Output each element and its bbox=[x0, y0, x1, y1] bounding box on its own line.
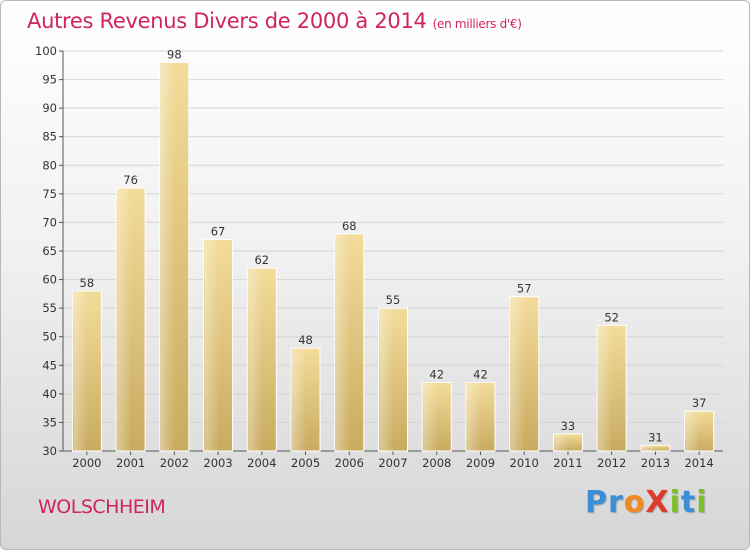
logo-letter: i bbox=[696, 485, 708, 520]
x-tick-label-2009: 2009 bbox=[466, 456, 495, 470]
y-tick-label: 30 bbox=[42, 444, 57, 458]
x-tick-label-2007: 2007 bbox=[378, 456, 407, 470]
chart-subtitle: (en milliers d'€) bbox=[432, 17, 522, 31]
x-tick-label-2005: 2005 bbox=[291, 456, 320, 470]
logo-letter: o bbox=[623, 485, 646, 520]
x-tick-label-2001: 2001 bbox=[116, 456, 145, 470]
chart-title-text: Autres Revenus Divers de 2000 à 2014 bbox=[27, 9, 427, 33]
data-label-2013: 31 bbox=[648, 430, 663, 444]
x-tick-label-2000: 2000 bbox=[72, 456, 101, 470]
x-tick-label-2011: 2011 bbox=[553, 456, 582, 470]
y-tick-label: 55 bbox=[42, 301, 57, 315]
y-tick-label: 100 bbox=[35, 44, 57, 58]
data-label-2007: 55 bbox=[386, 293, 401, 307]
data-label-2006: 68 bbox=[342, 219, 357, 233]
bar-highlight-2002 bbox=[160, 63, 176, 452]
data-label-2009: 42 bbox=[473, 367, 488, 381]
y-tick-label: 85 bbox=[42, 130, 57, 144]
proxiti-logo: ProXiti bbox=[585, 485, 708, 520]
x-tick-label-2003: 2003 bbox=[203, 456, 232, 470]
y-tick-label: 80 bbox=[42, 158, 57, 172]
bar-highlight-2009 bbox=[466, 383, 482, 451]
y-tick-label: 35 bbox=[42, 415, 57, 429]
y-tick-label: 45 bbox=[42, 358, 57, 372]
logo-letter: r bbox=[608, 485, 624, 520]
data-label-2010: 57 bbox=[517, 282, 532, 296]
bar-highlight-2012 bbox=[598, 326, 613, 451]
bars bbox=[71, 61, 715, 452]
data-label-2001: 76 bbox=[123, 173, 138, 187]
data-label-2004: 62 bbox=[254, 253, 269, 267]
x-tick-label-2002: 2002 bbox=[160, 456, 189, 470]
bar-highlight-2003 bbox=[204, 240, 220, 451]
data-label-2011: 33 bbox=[561, 419, 576, 433]
x-tick-label-2006: 2006 bbox=[335, 456, 364, 470]
logo-letter: i bbox=[669, 485, 681, 520]
y-tick-label: 65 bbox=[42, 244, 57, 258]
x-tick-label-2004: 2004 bbox=[247, 456, 276, 470]
bar-highlight-2005 bbox=[292, 349, 307, 451]
data-label-2005: 48 bbox=[298, 333, 313, 347]
data-label-2000: 58 bbox=[80, 276, 95, 290]
place-name: WOLSCHHEIM bbox=[38, 496, 166, 518]
x-tick-label-2010: 2010 bbox=[510, 456, 539, 470]
chart-title: Autres Revenus Divers de 2000 à 2014 (en … bbox=[27, 9, 522, 33]
data-label-2012: 52 bbox=[604, 310, 619, 324]
y-tick-label: 60 bbox=[42, 273, 57, 287]
bar-highlight-2004 bbox=[248, 269, 263, 451]
data-label-2003: 67 bbox=[211, 225, 226, 239]
data-label-2014: 37 bbox=[692, 396, 707, 410]
data-label-2008: 42 bbox=[429, 367, 444, 381]
bar-highlight-2014 bbox=[685, 412, 701, 451]
logo-letter: t bbox=[680, 485, 697, 520]
logo-letter: X bbox=[645, 485, 670, 520]
x-tick-label-2014: 2014 bbox=[684, 456, 713, 470]
y-tick-label: 50 bbox=[42, 330, 57, 344]
x-tick-label-2013: 2013 bbox=[641, 456, 670, 470]
y-tick-label: 40 bbox=[42, 387, 57, 401]
bar-highlight-2010 bbox=[510, 297, 526, 451]
x-tick-label-2012: 2012 bbox=[597, 456, 626, 470]
bar-highlight-2006 bbox=[335, 234, 351, 451]
y-tick-label: 90 bbox=[42, 101, 57, 115]
labels: 30 35 40 45 50 55 60 65 70 75 80 85 90 95 100 58 2000 76 2… bbox=[35, 44, 714, 470]
x-tick-label-2008: 2008 bbox=[422, 456, 451, 470]
logo-letter: P bbox=[585, 485, 608, 520]
data-label-2002: 98 bbox=[167, 47, 182, 61]
y-tick-label: 75 bbox=[42, 187, 57, 201]
bar-highlight-2000 bbox=[73, 292, 88, 451]
bar-highlight-2011 bbox=[554, 434, 569, 451]
y-tick-label: 95 bbox=[42, 73, 57, 87]
bar-highlight-2007 bbox=[379, 309, 394, 451]
bar-highlight-2001 bbox=[117, 189, 132, 451]
y-tick-label: 70 bbox=[42, 215, 57, 229]
bar-highlight-2013 bbox=[641, 446, 657, 451]
bar-highlight-2008 bbox=[423, 383, 438, 451]
